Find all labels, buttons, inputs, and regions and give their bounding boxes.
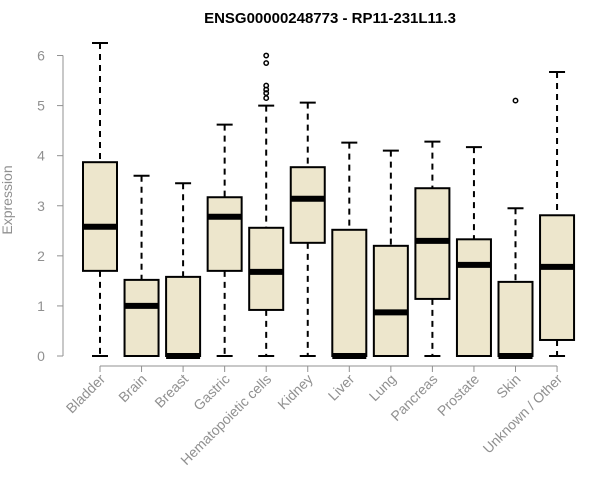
outlier-point (263, 90, 270, 97)
box-brain (123, 174, 160, 357)
outlier-point (263, 82, 270, 89)
box-iqr (123, 278, 160, 357)
y-tick-label: 1 (37, 298, 45, 314)
box-iqr (539, 214, 576, 341)
box-iqr (82, 161, 118, 272)
box-iqr (331, 228, 368, 357)
x-tick-label: Kidney (274, 371, 316, 413)
outlier-point (263, 52, 270, 59)
x-tick-label: Unknown / Other (480, 371, 566, 457)
box-pancreas (414, 140, 451, 357)
x-tick-label: Brain (115, 371, 149, 405)
box-iqr (248, 226, 285, 311)
x-tick-label: Bladder (63, 371, 109, 417)
box-kidney (289, 101, 326, 357)
box-unknown-other (539, 71, 576, 357)
box-hematopoietic-cells (248, 52, 285, 357)
outlier-point (512, 97, 519, 104)
y-tick-label: 4 (37, 148, 45, 164)
box-iqr (206, 196, 243, 272)
y-axis-label: Expression (0, 165, 15, 234)
y-tick-label: 2 (37, 248, 45, 264)
x-tick-label: Liver (325, 371, 358, 404)
box-iqr (165, 275, 202, 357)
outlier-point (263, 95, 270, 102)
box-gastric (206, 123, 243, 357)
box-skin (497, 97, 534, 359)
box-prostate (455, 146, 492, 357)
box-breast (165, 182, 202, 359)
y-tick-label: 0 (37, 348, 45, 364)
box-iqr (289, 166, 326, 244)
x-tick-label: Prostate (434, 371, 482, 419)
outlier-point (263, 60, 270, 66)
x-tick-label: Skin (493, 371, 524, 402)
box-iqr (455, 238, 492, 357)
boxes-group (82, 42, 576, 359)
x-tick-label: Lung (366, 371, 399, 404)
chart-title: ENSG00000248773 - RP11-231L11.3 (204, 10, 456, 27)
y-tick-label: 5 (37, 98, 45, 114)
box-iqr (497, 280, 534, 357)
y-tick-label: 6 (37, 48, 45, 64)
y-axis: 0 1 2 3 4 5 6 (37, 48, 64, 364)
box-bladder (82, 42, 118, 357)
y-tick-label: 3 (37, 198, 45, 214)
box-liver (331, 141, 368, 359)
box-iqr (372, 244, 409, 358)
x-tick-label: Breast (151, 371, 191, 411)
box-lung (372, 149, 409, 358)
